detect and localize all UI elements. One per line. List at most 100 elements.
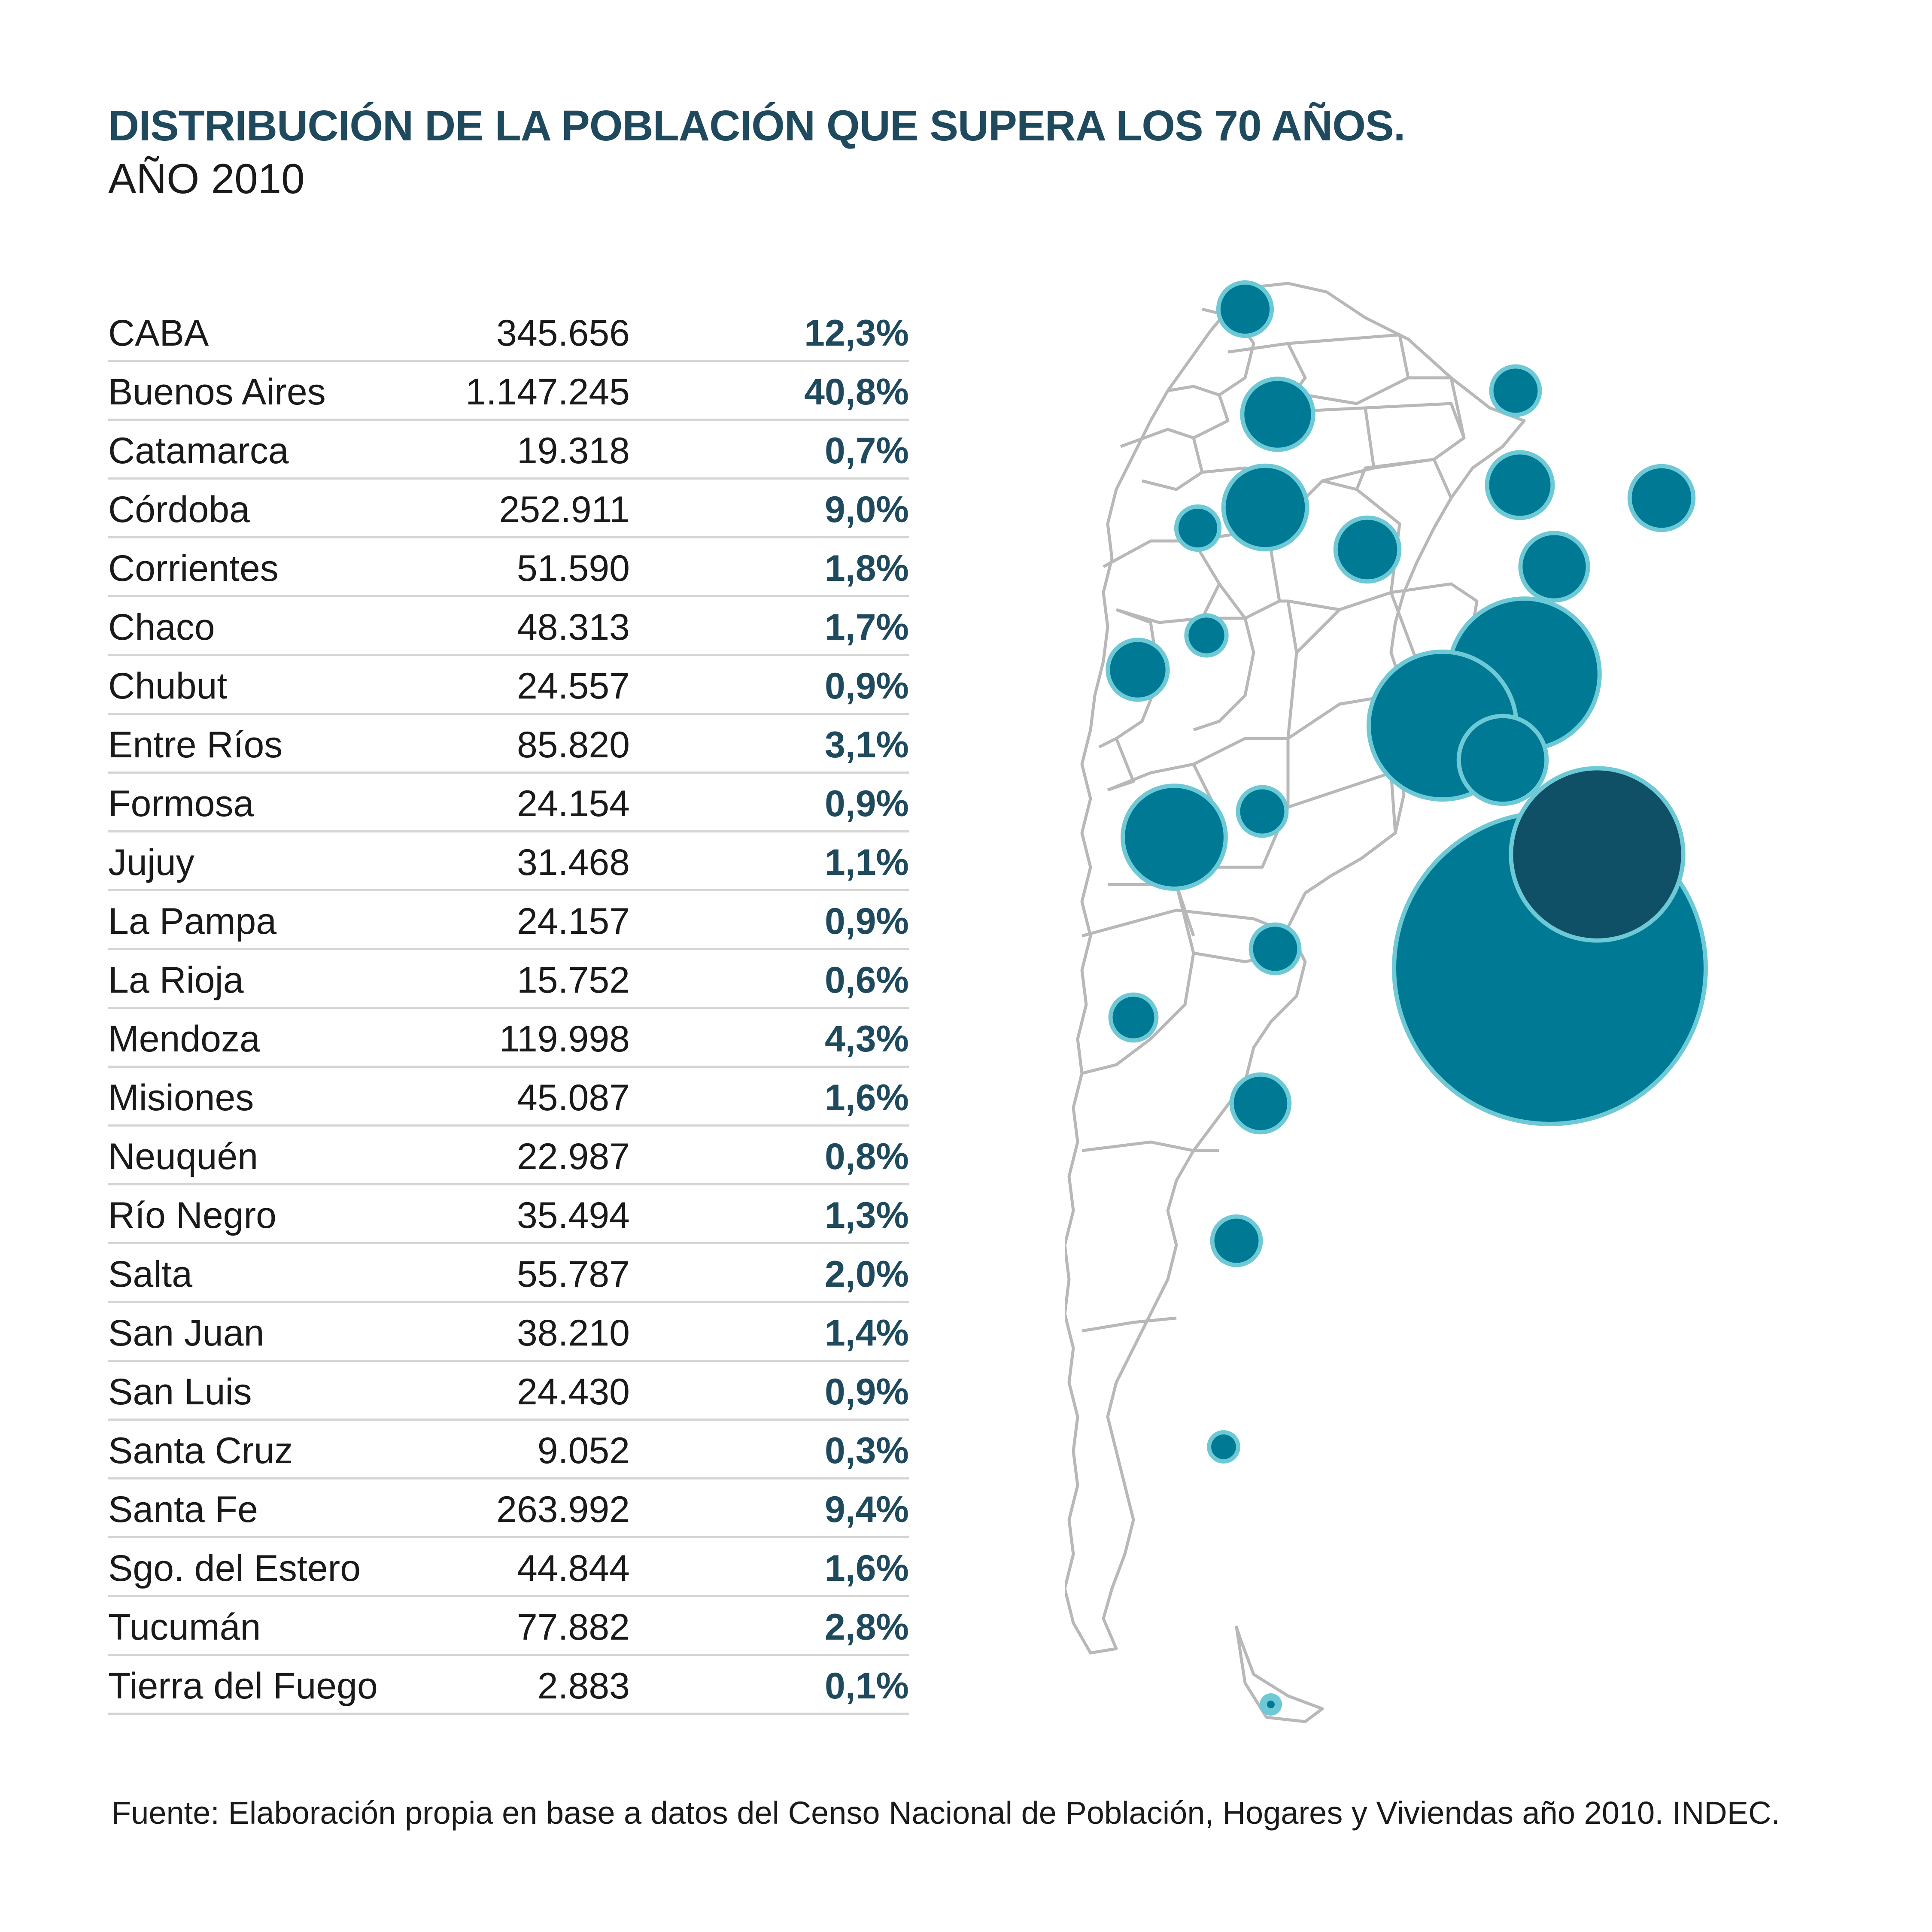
table-row: Santa Cruz 9.052 0,3% [108, 1421, 909, 1479]
population-percent: 12,3% [804, 313, 909, 354]
province-name: Misiones [108, 1077, 254, 1118]
bubble-jujuy [1220, 284, 1270, 334]
table-row: Río Negro 35.494 1,3% [108, 1185, 909, 1244]
population-value: 24.430 [516, 1371, 630, 1413]
table-row: Chubut 24.557 0,9% [108, 656, 909, 715]
population-percent: 1,1% [824, 842, 909, 883]
population-value: 345.656 [496, 313, 630, 354]
population-table: CABA 345.656 12,3% Buenos Aires 1.147.245 40,… [108, 303, 909, 1715]
chart-subtitle: AÑO 2010 [108, 155, 305, 202]
population-value: 15.752 [516, 960, 630, 1001]
table-row: Chaco 48.313 1,7% [108, 597, 909, 656]
province-name: Tierra del Fuego [108, 1665, 378, 1707]
population-percent: 0,9% [824, 665, 909, 707]
table-row: Jujuy 31.468 1,1% [108, 832, 909, 891]
population-percent: 1,4% [824, 1312, 909, 1354]
bubble-la-pampa [1253, 927, 1297, 971]
bubble-santa-cruz [1211, 1434, 1236, 1459]
province-name: San Juan [108, 1312, 264, 1354]
province-name: Santa Fe [108, 1489, 258, 1530]
population-value: 55.787 [516, 1254, 630, 1295]
province-name: Tucumán [108, 1607, 261, 1648]
table-row: Entre Ríos 85.820 3,1% [108, 715, 909, 774]
population-percent: 1,6% [824, 1077, 909, 1118]
bubble-caba [1513, 770, 1681, 939]
table-row: Formosa 24.154 0,9% [108, 774, 909, 832]
population-percent: 1,7% [824, 607, 909, 648]
province-name: Corrientes [108, 548, 279, 589]
province-name: Mendoza [108, 1018, 260, 1060]
bubble-layer [1106, 280, 1708, 1716]
population-value: 51.590 [516, 548, 630, 589]
province-name: CABA [108, 313, 209, 354]
population-value: 85.820 [516, 724, 630, 766]
province-name: Formosa [108, 783, 254, 824]
population-value: 77.882 [516, 1607, 630, 1648]
table-row: San Juan 38.210 1,4% [108, 1303, 909, 1362]
bubble-chubut [1214, 1218, 1259, 1263]
table-row: Sgo. del Estero 44.844 1,6% [108, 1538, 909, 1597]
bubble-mendoza [1125, 788, 1224, 887]
population-value: 35.494 [516, 1195, 630, 1236]
table-row: Buenos Aires 1.147.245 40,8% [108, 362, 909, 421]
table-row: Neuquén 22.987 0,8% [108, 1127, 909, 1185]
argentina-map [1065, 280, 1708, 1723]
population-percent: 0,9% [824, 783, 909, 824]
bubble-san-juan [1110, 642, 1166, 698]
population-percent: 1,8% [824, 548, 909, 589]
population-percent: 40,8% [804, 371, 909, 413]
population-value: 252.911 [499, 489, 630, 530]
chart-title: DISTRIBUCIÓN DE LA POBLACIÓN QUE SUPERA … [108, 102, 1406, 150]
table-row: CABA 345.656 12,3% [108, 303, 909, 362]
province-name: Salta [108, 1254, 193, 1295]
bubble-salta [1244, 381, 1311, 448]
province-name: San Luis [108, 1371, 252, 1413]
population-percent: 0,6% [824, 960, 909, 1001]
population-percent: 0,1% [824, 1665, 909, 1707]
province-name: Córdoba [108, 489, 250, 530]
province-name: La Rioja [108, 960, 244, 1001]
bubble-sgo-del-estero [1337, 519, 1397, 580]
population-value: 1.147.245 [465, 371, 630, 413]
population-value: 22.987 [516, 1136, 630, 1177]
table-row: Córdoba 252.911 9,0% [108, 480, 909, 538]
population-value: 45.087 [516, 1077, 630, 1118]
population-value: 263.992 [496, 1489, 630, 1530]
tierra-del-fuego-outline [1235, 1625, 1324, 1723]
table-row: Mendoza 119.998 4,3% [108, 1009, 909, 1068]
table-row: Catamarca 19.318 0,7% [108, 421, 909, 480]
province-name: Chubut [108, 665, 228, 707]
population-percent: 9,4% [824, 1489, 909, 1530]
population-percent: 0,9% [824, 901, 909, 942]
population-value: 19.318 [516, 430, 630, 471]
population-value: 44.844 [516, 1548, 630, 1589]
bubble-formosa [1493, 368, 1538, 413]
province-name: La Pampa [108, 901, 277, 942]
population-percent: 0,3% [824, 1430, 909, 1471]
province-name: Entre Ríos [108, 724, 283, 766]
population-value: 48.313 [516, 607, 630, 648]
table-row: La Rioja 15.752 0,6% [108, 950, 909, 1009]
population-percent: 3,1% [824, 724, 909, 766]
population-value: 9.052 [537, 1430, 630, 1471]
population-percent: 0,8% [824, 1136, 909, 1177]
table-row: Santa Fe 263.992 9,4% [108, 1479, 909, 1538]
table-row: Tucumán 77.882 2,8% [108, 1597, 909, 1656]
bubble-tucum-n [1225, 468, 1305, 547]
province-name: Río Negro [108, 1195, 276, 1236]
bubble-entre-r-os [1461, 718, 1545, 802]
table-row: Tierra del Fuego 2.883 0,1% [108, 1656, 909, 1715]
bubble-misiones [1631, 468, 1692, 528]
province-name: Jujuy [108, 842, 194, 883]
bubble-san-luis [1240, 789, 1285, 834]
source-note: Fuente: Elaboración propia en base a dat… [112, 1795, 1780, 1831]
table-row: Corrientes 51.590 1,8% [108, 538, 909, 597]
province-name: Catamarca [108, 430, 289, 471]
table-row: Misiones 45.087 1,6% [108, 1068, 909, 1127]
table-row: Salta 55.787 2,0% [108, 1244, 909, 1303]
province-name: Santa Cruz [108, 1430, 293, 1471]
population-value: 31.468 [516, 842, 630, 883]
population-percent: 9,0% [824, 489, 909, 530]
bubble-catamarca [1178, 508, 1218, 548]
bubble-corrientes [1522, 535, 1586, 598]
